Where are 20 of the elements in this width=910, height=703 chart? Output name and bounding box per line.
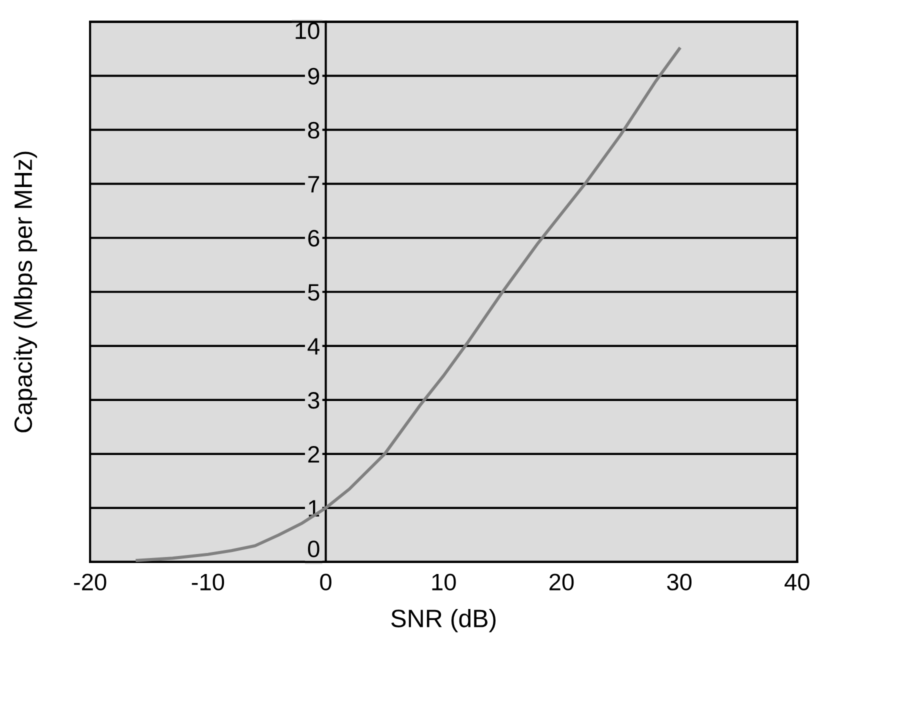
y-tick-label: 5 xyxy=(308,284,320,301)
y-tick-label: 0 xyxy=(308,540,320,558)
y-axis-title: Capacity (Mbps per MHz) xyxy=(14,152,38,432)
y-tick-label: 8 xyxy=(308,122,320,139)
y-tick-label: 6 xyxy=(308,230,320,247)
y-tick-label: 4 xyxy=(308,338,320,354)
y-tick-label: 10 xyxy=(296,22,320,40)
y-tick-label: 9 xyxy=(308,68,320,85)
x-tick-label: 40 xyxy=(784,574,810,590)
x-tick-label: -10 xyxy=(192,574,224,590)
x-tick-label: -20 xyxy=(74,574,106,590)
x-tick-label: 30 xyxy=(667,574,692,590)
line-series xyxy=(136,47,681,562)
y-tick-label: 7 xyxy=(308,176,320,192)
y-tick-label: 3 xyxy=(308,392,320,409)
x-axis-title: SNR (dB) xyxy=(391,608,496,632)
x-tick-label: 10 xyxy=(432,574,456,590)
y-tick-label: 2 xyxy=(308,446,320,462)
x-tick-label: 0 xyxy=(320,574,332,590)
x-tick-label: 20 xyxy=(550,574,574,590)
